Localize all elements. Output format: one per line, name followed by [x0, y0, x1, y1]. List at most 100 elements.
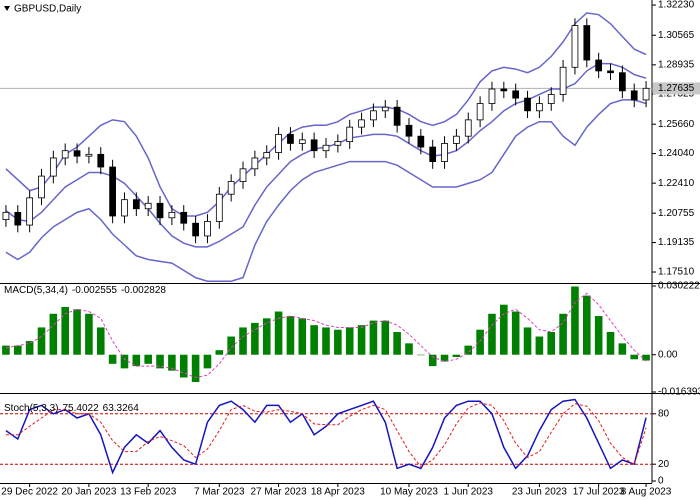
candle-body [571, 25, 579, 68]
y-tick-label: 1.32230 [658, 0, 695, 11]
x-tick-label: 17 Jul 2023 [573, 487, 625, 498]
candle-body [488, 88, 496, 104]
y-tick-label: 1.20755 [658, 208, 695, 219]
y-tick-label: 1.17510 [658, 267, 695, 278]
candle-body [322, 144, 330, 152]
histogram-bar [108, 354, 117, 364]
candle-body [524, 97, 531, 112]
y-tick-label: 1.25660 [658, 119, 695, 130]
histogram-bar [2, 345, 10, 355]
x-tick-label: 10 May 2023 [380, 487, 438, 498]
y-tick-label: 1.22410 [658, 178, 695, 189]
candle-body [429, 146, 437, 162]
candle-body [180, 211, 188, 224]
y-tick-label: 1.28935 [658, 59, 695, 70]
candle-body [192, 222, 199, 237]
histogram-bar [452, 354, 461, 357]
candle-body [132, 199, 140, 210]
histogram-bar [191, 354, 200, 383]
candle-body [287, 133, 294, 144]
candle-body [595, 59, 603, 72]
histogram-bar [85, 313, 93, 355]
histogram-bar [535, 336, 544, 355]
histogram-bar [642, 354, 650, 361]
x-tick-label: 8 Aug 2023 [621, 487, 672, 498]
indicator-value: -0.002555 [72, 285, 117, 296]
candle-body [417, 135, 425, 148]
indicator-line [5, 99, 647, 283]
histogram-bar [440, 354, 449, 362]
histogram-bar [618, 343, 627, 355]
histogram-bar [144, 354, 152, 364]
indicator-line [5, 398, 647, 475]
histogram-bar [381, 320, 390, 355]
candle-body [405, 124, 413, 137]
histogram-bar [227, 336, 235, 355]
candle-body [642, 87, 650, 101]
histogram-bar [369, 320, 378, 355]
indicator-value: 63.3264 [103, 403, 140, 414]
candle-body [215, 193, 223, 222]
candle-body [476, 103, 484, 121]
y-tick-label: 0.030222 [658, 281, 700, 292]
candle-body [61, 150, 69, 159]
histogram-bar [594, 316, 603, 355]
y-tick-label: 1.24040 [658, 148, 695, 159]
histogram-bar [132, 354, 141, 367]
candle-body [500, 88, 508, 92]
candle-body [464, 119, 472, 137]
histogram-bar [500, 304, 508, 355]
x-tick-label: 7 Mar 2023 [194, 487, 245, 498]
candle-body [73, 150, 81, 157]
candle-body [583, 25, 591, 61]
candle-body [370, 110, 377, 121]
candle-body [358, 119, 365, 128]
histogram-bar [49, 313, 58, 355]
y-tick-label: 0 [658, 476, 664, 487]
histogram-bar [322, 327, 330, 355]
candle-body [547, 94, 555, 104]
histogram-bar [583, 295, 591, 355]
candle-body [298, 139, 306, 144]
candle-body [97, 153, 105, 168]
indicator-label: Stoch(5,3,3) 75.4022 63.3264 [4, 403, 139, 414]
y-tick-label: 1.30565 [658, 30, 695, 41]
candle-body [109, 166, 116, 217]
histogram-bar [428, 354, 437, 367]
candle-body [251, 157, 259, 170]
x-tick-label: 18 Apr 2023 [311, 487, 365, 498]
histogram-bar [345, 327, 354, 355]
histogram-bar [547, 331, 556, 355]
histogram-bar [274, 311, 283, 355]
histogram-bar [179, 354, 188, 378]
histogram-bar [168, 354, 176, 371]
histogram-bar [73, 309, 81, 355]
y-tick-label: -0.016393 [658, 387, 700, 398]
histogram-bar [298, 318, 307, 355]
histogram-bar [523, 327, 532, 355]
y-tick-label: 0.00 [658, 349, 678, 360]
candle-body [156, 202, 164, 219]
candle-body [14, 211, 22, 226]
histogram-bar [286, 316, 295, 355]
indicator-line [5, 12, 647, 217]
histogram-bar [476, 329, 484, 355]
x-tick-label: 13 Feb 2023 [120, 487, 177, 498]
y-tick-label: 20 [658, 459, 670, 470]
histogram-bar [310, 325, 318, 355]
histogram-bar [488, 313, 496, 355]
histogram-bar [559, 313, 567, 355]
histogram-bar [511, 311, 520, 355]
x-tick-label: 27 Mar 2023 [251, 487, 308, 498]
histogram-bar [13, 345, 22, 355]
last-price-box [653, 82, 700, 95]
candle-body [630, 90, 638, 101]
histogram-bar [251, 322, 259, 355]
candle-body [346, 126, 354, 143]
candle-body [49, 157, 57, 177]
candle-body [275, 133, 282, 153]
histogram-bar [630, 354, 639, 360]
histogram-bar [606, 331, 615, 355]
